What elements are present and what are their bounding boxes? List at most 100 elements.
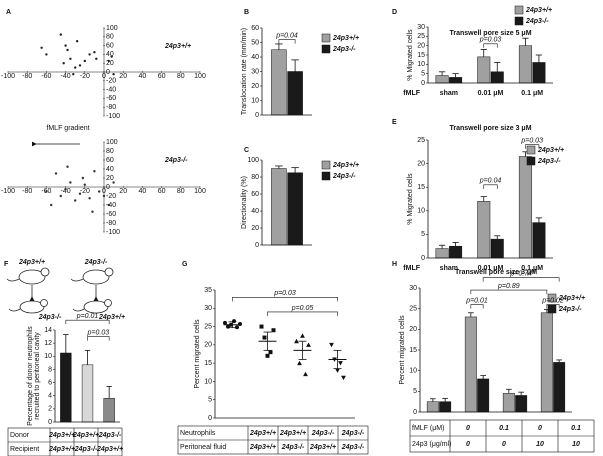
- point: [238, 322, 242, 327]
- p-value: p=0.89: [497, 283, 520, 290]
- y-tick-label: 15: [409, 347, 417, 354]
- point: [335, 368, 340, 373]
- y-tick-label: 100: [106, 25, 118, 32]
- x-axis-label: fMLF: [403, 90, 420, 97]
- y-tick-label: 60: [106, 157, 114, 164]
- bar: [464, 316, 477, 413]
- x-tick-label: -40: [61, 188, 71, 195]
- y-tick-label: 15: [204, 360, 212, 367]
- x-tick-label: -20: [80, 73, 90, 80]
- y-tick-label: 25: [417, 33, 425, 40]
- point: [110, 55, 113, 58]
- significance-bracket: [87, 336, 110, 341]
- table-cell: 24p3-/-: [341, 444, 365, 451]
- table-row-label: Neutrophils: [180, 430, 216, 437]
- significance-bracket: [470, 289, 548, 295]
- y-tick-label: 10: [44, 353, 52, 360]
- table-cell: 24p3-/-: [98, 432, 122, 439]
- point: [262, 335, 267, 340]
- bar: [532, 222, 546, 259]
- point: [303, 371, 308, 377]
- chart-title: Transwell pore size 5 μM: [449, 30, 531, 37]
- legend-label: 24p3+/+: [537, 147, 564, 154]
- bar: [439, 401, 452, 413]
- legend-swatch: [321, 44, 331, 54]
- panel-label: C: [244, 147, 249, 154]
- point: [83, 59, 87, 63]
- point: [78, 64, 82, 67]
- bar: [518, 156, 532, 259]
- x-tick-label: 40: [139, 73, 147, 80]
- mouse-diagram: [6, 267, 114, 314]
- y-tick-label: 40: [106, 166, 114, 173]
- y-tick-label: 12: [44, 340, 52, 347]
- table-cell: 24p3-/-: [311, 430, 335, 437]
- table-cell: 24p3-/-: [74, 446, 98, 453]
- y-axis-label: Percent migrated cells: [399, 315, 406, 385]
- x-tick-label: -80: [22, 188, 32, 195]
- point: [93, 170, 96, 173]
- y-tick-label: 100: [106, 139, 118, 146]
- x-tick-label: 0.1 μM: [521, 265, 543, 272]
- table-cell: 24p3+/+: [48, 432, 75, 439]
- x-tick-label: 0: [102, 188, 106, 195]
- point: [107, 59, 111, 63]
- table-cell: 24p3+/+: [279, 430, 306, 437]
- table-cell: 24p3+/+: [72, 432, 99, 439]
- diagram-label: 24p3-/-: [84, 259, 108, 266]
- point: [91, 210, 94, 213]
- bar: [532, 62, 546, 84]
- significance-bracket: [546, 304, 560, 309]
- bar: [477, 56, 491, 84]
- bar: [271, 168, 287, 246]
- bar: [477, 378, 490, 413]
- panel-label: F: [4, 261, 9, 268]
- chart-title: Transwell pore size 3 μM: [455, 269, 537, 276]
- table-cell: 0.1: [571, 425, 581, 432]
- point: [54, 172, 58, 175]
- x-tick-label: 20: [119, 73, 127, 80]
- diagram-label: 24p3-/-: [38, 314, 62, 321]
- y-tick-label: 0: [255, 112, 259, 119]
- y-tick-label: 0: [421, 255, 425, 262]
- point: [45, 190, 48, 193]
- y-tick-label: 8: [48, 366, 52, 373]
- table-cell: 24p3+/+: [309, 444, 336, 451]
- chart-title: Transwell pore size 3 μM: [449, 125, 531, 132]
- point: [341, 375, 346, 381]
- point: [66, 48, 69, 52]
- x-tick-label: -20: [80, 188, 90, 195]
- panel-label: H: [392, 261, 397, 268]
- legend-swatch: [514, 16, 524, 26]
- point: [59, 194, 62, 198]
- table-cell: 0: [502, 441, 506, 448]
- y-tick-label: 0: [255, 242, 259, 249]
- y-tick-label: 20: [251, 225, 259, 232]
- y-axis-label: recruited to peritoneal cavity: [34, 332, 41, 420]
- x-tick-label: sham: [440, 265, 458, 272]
- table-cell: 24p3+/+: [249, 430, 276, 437]
- panel-label: B: [244, 9, 249, 16]
- significance-bracket: [278, 39, 296, 44]
- y-tick-label: 10: [409, 368, 417, 375]
- y-tick-label: -80: [106, 220, 116, 227]
- bar: [502, 393, 515, 413]
- table-row-label: 24p3 (μg/ml): [412, 441, 451, 448]
- point: [268, 350, 273, 355]
- p-value: p=0.05: [291, 305, 314, 312]
- bar: [515, 395, 528, 413]
- y-tick-label: 4: [48, 393, 52, 400]
- x-axis-label: fMLF: [403, 265, 420, 272]
- bar: [490, 238, 504, 259]
- significance-bracket: [525, 144, 540, 149]
- p-value: p=0.04: [479, 178, 502, 185]
- x-tick-label: 80: [177, 73, 185, 80]
- bar: [103, 398, 115, 423]
- bar: [287, 172, 303, 246]
- p-value: p=0.03: [520, 138, 543, 145]
- chart-title: 24p3-/-: [164, 157, 188, 164]
- bar: [60, 352, 72, 423]
- y-tick-label: 20: [106, 175, 114, 182]
- point: [259, 324, 264, 329]
- y-tick-label: 10: [417, 61, 425, 68]
